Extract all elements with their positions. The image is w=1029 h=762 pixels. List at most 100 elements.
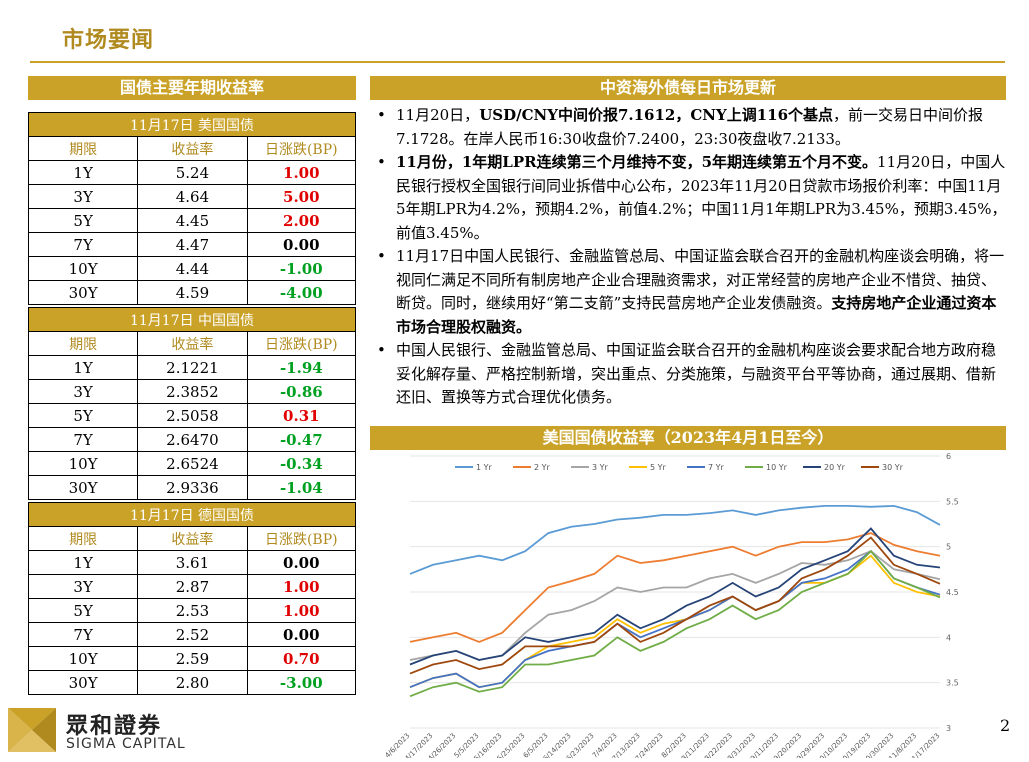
news-bullet: • 11月20日，USD/CNY中间价报7.1612，CNY上调116个基点，前一… (372, 104, 1007, 151)
change-cell: 0.31 (246, 403, 357, 428)
news-bullets: • 11月20日，USD/CNY中间价报7.1612，CNY上调116个基点，前一… (372, 104, 1007, 410)
change-cell: -0.47 (246, 427, 357, 452)
table-row: 5Y 2.5058 0.31 (27, 403, 357, 428)
series-line-30-yr (409, 536, 941, 675)
yield-table-1: 11月17日 中国国债 期限 收益率 日涨跌(BP) 1Y 2.1221 -1.94 3Y 2.… (27, 307, 357, 500)
change-cell: -3.00 (246, 670, 357, 695)
legend-label: 2 Yr (534, 463, 551, 472)
tenor-cell: 3Y (27, 574, 139, 599)
tenor-cell: 30Y (27, 670, 139, 695)
table-row: 5Y 2.53 1.00 (27, 598, 357, 623)
legend-label: 3 Yr (592, 463, 609, 472)
table-row: 10Y 2.6524 -0.34 (27, 451, 357, 476)
table-section-label: 11月17日 德国国债 (28, 502, 356, 527)
title-rule (30, 61, 1005, 63)
tenor-cell: 1Y (27, 550, 139, 575)
table-row: 1Y 5.24 1.00 (27, 160, 357, 185)
tenor-cell: 1Y (27, 160, 139, 185)
legend-label: 7 Yr (708, 463, 725, 472)
change-cell: -0.34 (246, 451, 357, 476)
y-tick-label: 3 (946, 724, 951, 733)
change-cell: 0.00 (246, 622, 357, 647)
bullet-text-bold: 11月份，1年期LPR连续第三个月维持不变，5年期连续第五个月不变。 (396, 153, 878, 171)
news-bullet: • 11月17日中国人民银行、金融监管总局、中国证监会联合召开的金融机构座谈会明确… (372, 245, 1007, 339)
page-number: 2 (1000, 716, 1011, 735)
table-row: 1Y 2.1221 -1.94 (27, 355, 357, 380)
column-header: 期限 (27, 136, 139, 161)
tenor-cell: 5Y (27, 403, 139, 428)
brand-name-en: SIGMA CAPITAL (66, 736, 186, 752)
tenor-cell: 3Y (27, 184, 139, 209)
tenor-cell: 10Y (27, 451, 139, 476)
column-header: 期限 (27, 331, 139, 356)
series-line-20-yr (409, 527, 941, 666)
table-row: 7Y 2.52 0.00 (27, 622, 357, 647)
bullet-text: ，前一交易日中间价报7.1728。在岸人民币16:30收盘价7.2400，23:… (396, 106, 984, 148)
us-treasury-yield-chart: 33.544.555.564/6/20234/17/20234/26/20235… (370, 450, 1006, 758)
legend-label: 1 Yr (476, 463, 493, 472)
yield-cell: 5.24 (137, 160, 248, 185)
bullet-dot-icon: • (377, 247, 386, 265)
legend-label: 5 Yr (650, 463, 667, 472)
table-row: 3Y 2.87 1.00 (27, 574, 357, 599)
yield-table-header: 国债主要年期收益率 (28, 76, 356, 100)
page-title: 市场要闻 (62, 27, 155, 53)
yield-cell: 2.3852 (137, 379, 248, 404)
y-tick-label: 4 (946, 633, 951, 642)
column-header: 日涨跌(BP) (246, 526, 357, 551)
table-section-label: 11月17日 美国国债 (28, 112, 356, 137)
y-tick-label: 6 (946, 452, 951, 461)
bullet-text: 11月20日，中国人民银行授权全国银行间同业拆借中心公布，2023年11月20日… (396, 153, 1007, 242)
bullet-text: 11月17日中国人民银行、金融监管总局、中国证监会联合召开的金融机构座谈会明确，… (396, 247, 1005, 312)
table-row: 30Y 2.80 -3.00 (27, 670, 357, 695)
brand-logo: 眾和證券 SIGMA CAPITAL (4, 702, 194, 758)
bullet-dot-icon: • (377, 106, 386, 124)
change-cell: -1.00 (246, 256, 357, 281)
news-bullet: • 中国人民银行、金融监管总局、中国证监会联合召开的金融机构座谈会要求配合地方政府… (372, 339, 1007, 410)
series-line-10-yr (409, 549, 941, 698)
yield-cell: 4.59 (137, 280, 248, 305)
column-header: 收益率 (137, 331, 248, 356)
change-cell: 0.00 (246, 232, 357, 257)
series-line-7-yr (409, 549, 941, 689)
bullet-dot-icon: • (377, 341, 386, 359)
yield-table-2: 11月17日 德国国债 期限 收益率 日涨跌(BP) 1Y 3.61 0.00 3Y 2.87 1… (27, 502, 357, 695)
table-row: 5Y 4.45 2.00 (27, 208, 357, 233)
column-header: 日涨跌(BP) (246, 136, 357, 161)
legend-label: 20 Yr (824, 463, 846, 472)
change-cell: 1.00 (246, 160, 357, 185)
tenor-cell: 5Y (27, 208, 139, 233)
table-section-label: 11月17日 中国国债 (28, 307, 356, 332)
change-cell: 0.70 (246, 646, 357, 671)
column-header: 期限 (27, 526, 139, 551)
bullet-text-bold: USD/CNY中间价报7.1612，CNY上调116个基点 (479, 106, 834, 124)
yield-cell: 2.6470 (137, 427, 248, 452)
chart-header: 美国国债收益率（2023年4月1日至今） (370, 426, 1006, 450)
yield-cell: 2.5058 (137, 403, 248, 428)
table-row: 30Y 2.9336 -1.04 (27, 475, 357, 500)
column-header: 收益率 (137, 136, 248, 161)
column-header: 日涨跌(BP) (246, 331, 357, 356)
y-tick-label: 5.5 (946, 497, 959, 506)
yield-table-0: 11月17日 美国国债 期限 收益率 日涨跌(BP) 1Y 5.24 1.00 3Y 4.64 5… (27, 112, 357, 305)
yield-cell: 2.59 (137, 646, 248, 671)
series-line-2-yr (409, 532, 941, 643)
yield-cell: 2.6524 (137, 451, 248, 476)
column-header: 收益率 (137, 526, 248, 551)
tenor-cell: 30Y (27, 280, 139, 305)
tenor-cell: 5Y (27, 598, 139, 623)
yield-cell: 2.80 (137, 670, 248, 695)
change-cell: -1.04 (246, 475, 357, 500)
yield-cell: 4.64 (137, 184, 248, 209)
bullet-text-bold: 支持房地产企业通过资本市场合理股权融资。 (396, 294, 997, 336)
yield-cell: 2.9336 (137, 475, 248, 500)
y-tick-label: 4.5 (946, 588, 959, 597)
tenor-cell: 7Y (27, 622, 139, 647)
table-row: 7Y 4.47 0.00 (27, 232, 357, 257)
change-cell: -1.94 (246, 355, 357, 380)
table-row: 10Y 4.44 -1.00 (27, 256, 357, 281)
table-row: 3Y 2.3852 -0.86 (27, 379, 357, 404)
yield-cell: 4.45 (137, 208, 248, 233)
tenor-cell: 1Y (27, 355, 139, 380)
yield-cell: 3.61 (137, 550, 248, 575)
